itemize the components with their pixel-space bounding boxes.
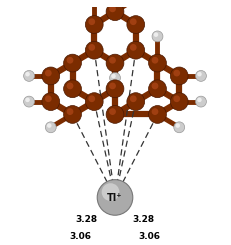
- Circle shape: [152, 31, 163, 42]
- Circle shape: [195, 71, 206, 81]
- Circle shape: [109, 73, 120, 83]
- Circle shape: [109, 83, 116, 89]
- Circle shape: [25, 98, 30, 102]
- Circle shape: [102, 183, 119, 201]
- Text: 3.06: 3.06: [139, 233, 161, 242]
- Circle shape: [106, 106, 124, 123]
- Circle shape: [130, 44, 137, 51]
- Circle shape: [67, 83, 73, 89]
- Circle shape: [97, 180, 133, 215]
- Circle shape: [109, 108, 116, 115]
- Circle shape: [42, 93, 60, 110]
- Circle shape: [64, 54, 81, 72]
- Circle shape: [85, 93, 103, 110]
- Circle shape: [173, 95, 180, 102]
- Circle shape: [109, 57, 116, 64]
- Circle shape: [149, 80, 166, 98]
- Circle shape: [130, 0, 141, 4]
- Circle shape: [45, 122, 56, 133]
- Circle shape: [175, 123, 180, 128]
- Text: 3.06: 3.06: [69, 233, 91, 242]
- Circle shape: [67, 57, 73, 64]
- Circle shape: [85, 16, 103, 33]
- Circle shape: [195, 96, 206, 107]
- Circle shape: [152, 83, 158, 89]
- Circle shape: [88, 95, 95, 102]
- Circle shape: [154, 32, 158, 37]
- Circle shape: [174, 122, 185, 133]
- Circle shape: [127, 93, 145, 110]
- Circle shape: [88, 44, 95, 51]
- Circle shape: [173, 70, 180, 76]
- Circle shape: [106, 3, 124, 21]
- Circle shape: [170, 93, 188, 110]
- Circle shape: [24, 71, 34, 81]
- Circle shape: [152, 108, 158, 115]
- Circle shape: [25, 72, 30, 76]
- Circle shape: [149, 106, 166, 123]
- Circle shape: [89, 0, 100, 4]
- Circle shape: [42, 67, 60, 85]
- Circle shape: [109, 5, 116, 12]
- Circle shape: [197, 98, 202, 102]
- Circle shape: [106, 80, 124, 98]
- Circle shape: [170, 67, 188, 85]
- Circle shape: [64, 106, 81, 123]
- Circle shape: [45, 70, 52, 76]
- Circle shape: [85, 41, 103, 59]
- Circle shape: [127, 41, 145, 59]
- Circle shape: [152, 57, 158, 64]
- Circle shape: [47, 123, 52, 128]
- Circle shape: [88, 18, 95, 25]
- Circle shape: [67, 108, 73, 115]
- Text: Tl⁺: Tl⁺: [107, 194, 123, 203]
- Circle shape: [45, 95, 52, 102]
- Text: 3.28: 3.28: [75, 215, 97, 224]
- Circle shape: [197, 72, 202, 76]
- Circle shape: [130, 95, 137, 102]
- Circle shape: [111, 74, 116, 78]
- Circle shape: [24, 96, 34, 107]
- Circle shape: [130, 18, 137, 25]
- Text: 3.28: 3.28: [133, 215, 155, 224]
- Circle shape: [149, 54, 166, 72]
- Circle shape: [127, 16, 145, 33]
- Circle shape: [64, 80, 81, 98]
- Circle shape: [106, 54, 124, 72]
